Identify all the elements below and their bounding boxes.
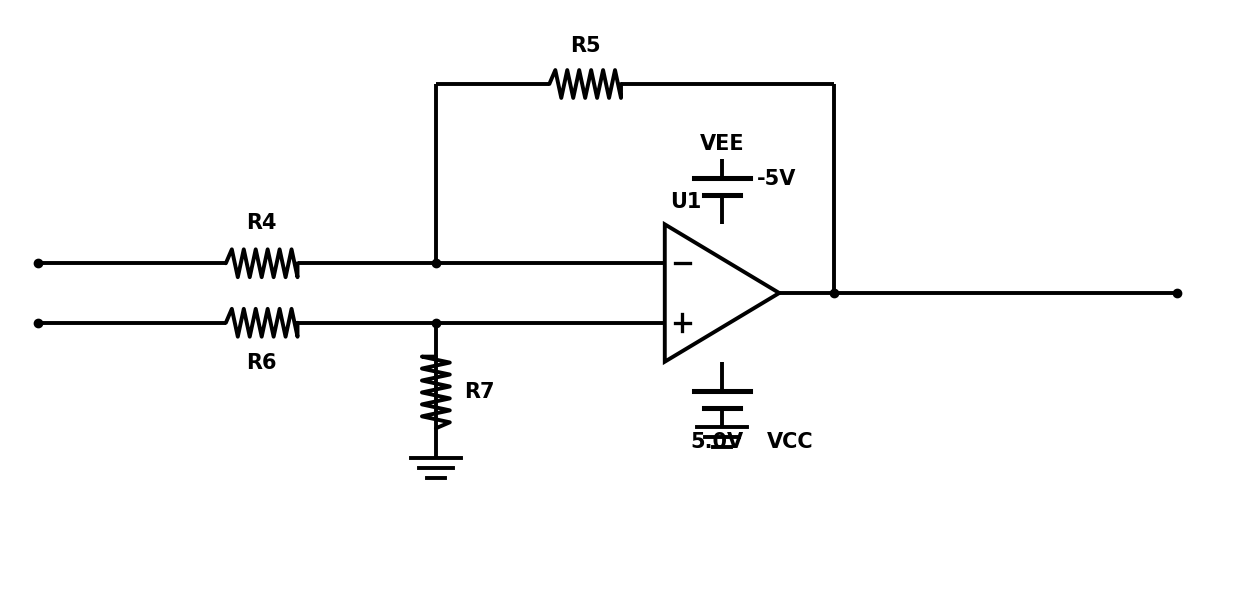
Text: VEE: VEE (699, 133, 744, 154)
Text: -5V: -5V (756, 168, 796, 189)
Text: R7: R7 (464, 382, 495, 403)
Text: R6: R6 (247, 353, 277, 372)
Text: U1: U1 (670, 192, 701, 212)
Text: R5: R5 (570, 36, 600, 56)
Text: R4: R4 (247, 213, 277, 234)
Text: VCC: VCC (766, 432, 813, 452)
Text: 5.0V: 5.0V (691, 432, 744, 452)
